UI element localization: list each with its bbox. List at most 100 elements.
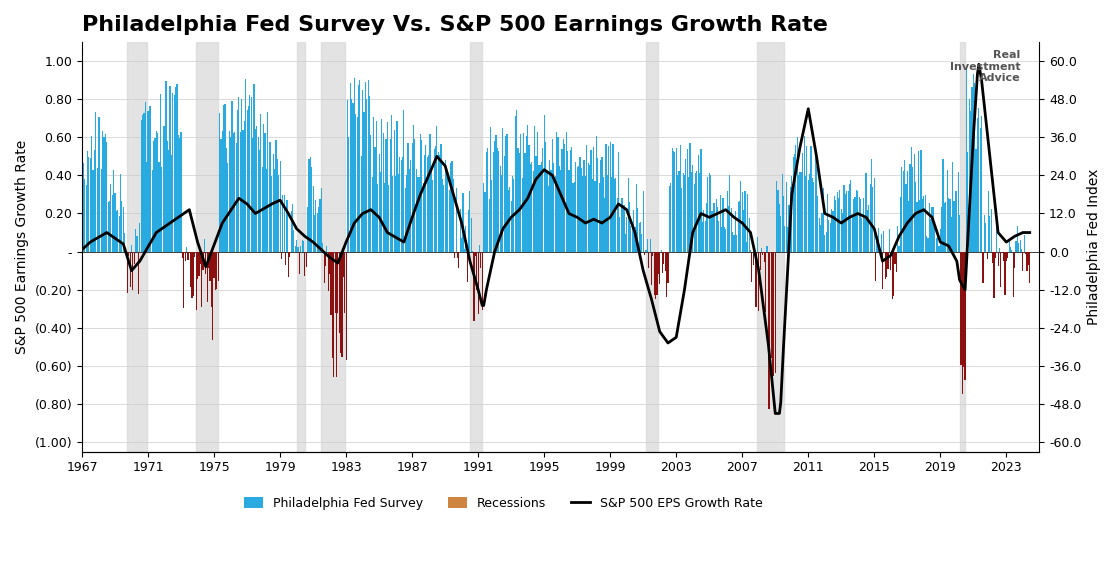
Bar (252, 138, 253, 252)
Bar (384, 183, 385, 252)
Bar (456, 252, 458, 258)
Bar (988, 191, 989, 252)
Bar (709, 173, 710, 252)
Bar (847, 191, 849, 252)
Bar (737, 235, 738, 252)
Bar (853, 199, 854, 252)
Bar (725, 229, 727, 252)
Bar (817, 195, 818, 252)
Bar (1010, 247, 1011, 252)
Bar (588, 163, 589, 252)
Bar (314, 214, 315, 252)
Bar (539, 165, 540, 252)
Bar (704, 221, 705, 252)
Bar (805, 176, 806, 252)
Bar (295, 246, 296, 252)
Bar (459, 252, 460, 268)
Bar (1018, 243, 1019, 252)
Bar (826, 232, 827, 252)
Bar (230, 137, 231, 252)
Bar (1016, 241, 1017, 252)
Bar (213, 252, 214, 278)
Bar (267, 112, 268, 252)
Bar (217, 252, 218, 289)
Bar (760, 252, 761, 270)
Bar (604, 198, 605, 252)
Bar (441, 144, 442, 252)
Bar (637, 208, 638, 252)
Bar (166, 141, 167, 252)
Bar (485, 152, 487, 252)
Bar (999, 248, 1000, 252)
Bar (237, 110, 238, 252)
Bar (875, 252, 876, 281)
Bar (912, 167, 913, 252)
Bar (634, 228, 635, 252)
Bar (767, 247, 768, 252)
Bar (911, 147, 912, 252)
Bar (680, 145, 681, 252)
Bar (199, 252, 200, 276)
Bar (696, 171, 698, 252)
Bar (529, 145, 530, 252)
Bar (471, 218, 472, 252)
Bar (663, 252, 664, 264)
Bar (102, 131, 104, 252)
Bar (307, 207, 308, 252)
Bar (219, 113, 220, 252)
Bar (903, 171, 904, 252)
Bar (1011, 250, 1012, 252)
Bar (179, 138, 181, 252)
Bar (845, 194, 846, 252)
Bar (969, 99, 970, 252)
Bar (127, 42, 146, 452)
Bar (998, 252, 999, 266)
Bar (648, 252, 650, 268)
Bar (991, 209, 992, 252)
Bar (638, 223, 639, 252)
Bar (574, 182, 575, 252)
Bar (770, 252, 771, 358)
Bar (790, 187, 791, 252)
Bar (320, 188, 321, 252)
Bar (218, 252, 219, 282)
Bar (589, 165, 590, 252)
Bar (882, 252, 883, 289)
Bar (181, 132, 182, 252)
Bar (231, 101, 232, 252)
Bar (593, 147, 595, 252)
Bar (251, 97, 252, 252)
Bar (435, 146, 436, 252)
Bar (375, 147, 376, 252)
Bar (714, 203, 715, 252)
Bar (474, 252, 477, 256)
Bar (656, 252, 657, 295)
Bar (123, 207, 124, 252)
Bar (421, 141, 422, 252)
Bar (869, 184, 870, 252)
Bar (570, 150, 571, 252)
Bar (769, 252, 770, 410)
Bar (353, 103, 354, 252)
Bar (512, 176, 513, 252)
Bar (302, 241, 304, 252)
Bar (834, 196, 835, 252)
Bar (418, 177, 420, 252)
Bar (862, 218, 863, 252)
Bar (306, 252, 307, 267)
Bar (100, 169, 102, 252)
Bar (490, 127, 491, 252)
Bar (1004, 252, 1006, 295)
Bar (308, 159, 309, 252)
Bar (681, 188, 682, 252)
Text: Real
Investment
Advice: Real Investment Advice (950, 50, 1020, 84)
Bar (810, 146, 811, 252)
Bar (170, 86, 171, 252)
Bar (921, 150, 922, 252)
Bar (423, 183, 424, 252)
Bar (365, 82, 366, 252)
Bar (470, 191, 471, 252)
Bar (518, 147, 519, 252)
Bar (551, 139, 554, 252)
Bar (583, 176, 584, 252)
